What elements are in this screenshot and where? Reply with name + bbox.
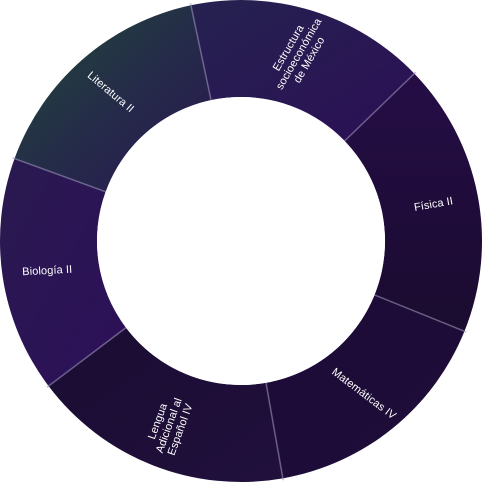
segment-fisica[interactable] (344, 73, 482, 332)
segment-literatura[interactable] (14, 5, 212, 192)
segment-divider (46, 326, 128, 388)
wheel-dividers (12, 3, 467, 481)
segment-estructura[interactable] (190, 0, 415, 141)
segment-biologia[interactable] (0, 158, 126, 387)
segment-divider (373, 293, 467, 333)
segment-divider (265, 381, 284, 481)
wheel-center (97, 97, 385, 385)
segment-lengua[interactable] (48, 327, 283, 482)
segment-divider (12, 157, 107, 193)
segment-divider (189, 3, 213, 102)
segment-matematicas[interactable] (266, 294, 465, 479)
segment-divider (343, 71, 417, 143)
segment-label-line: Biología II (22, 264, 73, 279)
segment-label-biologia: Biología II (22, 264, 73, 279)
